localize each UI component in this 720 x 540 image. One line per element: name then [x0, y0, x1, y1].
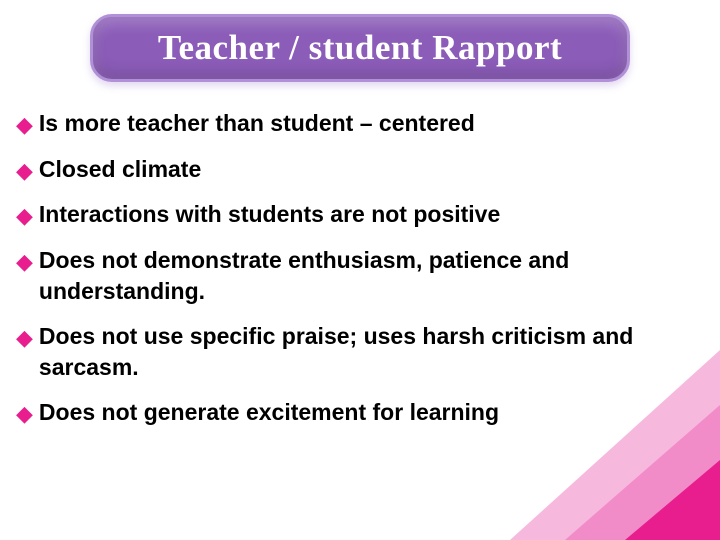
- list-item: ◆ Does not demonstrate enthusiasm, patie…: [16, 245, 710, 307]
- bullet-icon: ◆: [16, 110, 33, 140]
- list-item: ◆ Does not generate excitement for learn…: [16, 397, 710, 429]
- bullet-text: Does not demonstrate enthusiasm, patienc…: [39, 245, 710, 307]
- slide-title: Teacher / student Rapport: [158, 28, 562, 68]
- bullet-icon: ◆: [16, 323, 33, 353]
- list-item: ◆ Does not use specific praise; uses har…: [16, 321, 710, 383]
- bullet-text: Does not generate excitement for learnin…: [39, 397, 499, 428]
- title-banner: Teacher / student Rapport: [90, 14, 630, 82]
- triangle-dark: [625, 460, 720, 540]
- list-item: ◆ Is more teacher than student – centere…: [16, 108, 710, 140]
- list-item: ◆ Closed climate: [16, 154, 710, 186]
- bullet-icon: ◆: [16, 399, 33, 429]
- slide: Teacher / student Rapport ◆ Is more teac…: [0, 0, 720, 540]
- bullet-list: ◆ Is more teacher than student – centere…: [16, 108, 710, 443]
- bullet-icon: ◆: [16, 156, 33, 186]
- bullet-text: Closed climate: [39, 154, 201, 185]
- bullet-text: Is more teacher than student – centered: [39, 108, 475, 139]
- bullet-text: Interactions with students are not posit…: [39, 199, 500, 230]
- bullet-icon: ◆: [16, 201, 33, 231]
- bullet-icon: ◆: [16, 247, 33, 277]
- list-item: ◆ Interactions with students are not pos…: [16, 199, 710, 231]
- bullet-text: Does not use specific praise; uses harsh…: [39, 321, 710, 383]
